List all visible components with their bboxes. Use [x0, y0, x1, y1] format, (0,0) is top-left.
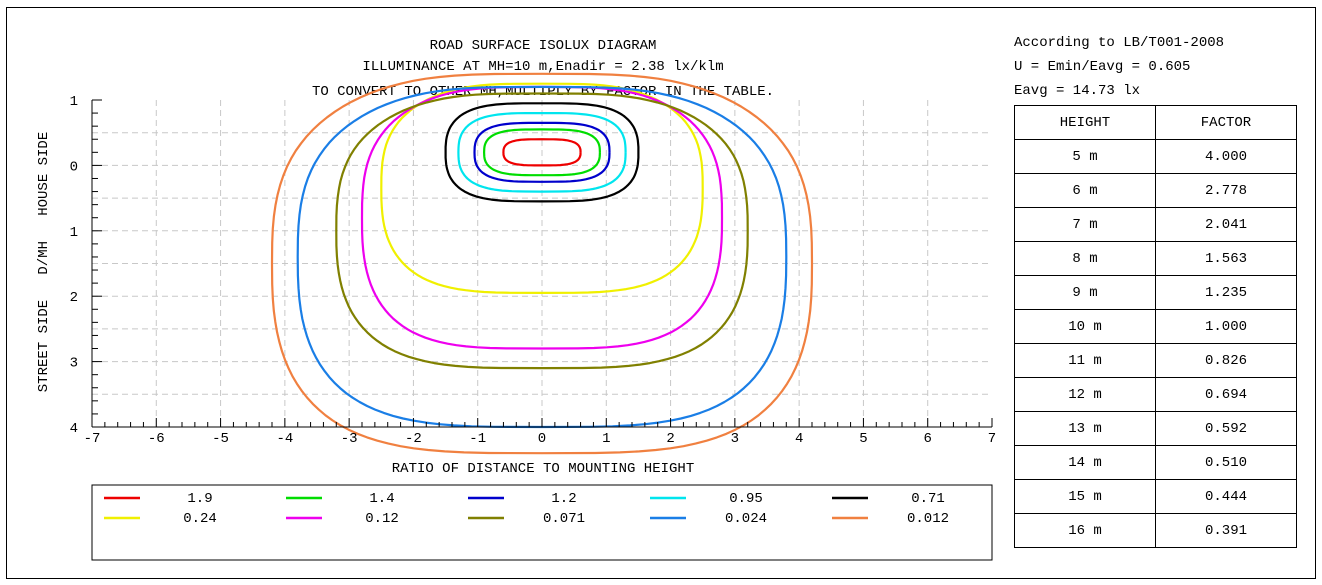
factor-table-body: 5 m 4.000 6 m 2.778 7 m 2.041 8 m 1.563 9 m 1.235… — [1014, 139, 1297, 548]
cell-factor: 2.041 — [1155, 207, 1297, 242]
contour-1.4 — [483, 128, 601, 177]
cell-factor: 0.694 — [1155, 377, 1297, 412]
x-tick-label: 5 — [859, 431, 867, 447]
table-row: 8 m 1.563 — [1014, 241, 1297, 276]
contour-0.024 — [296, 85, 788, 429]
eavg-line: Eavg = 14.73 lx — [1014, 83, 1141, 99]
cell-height: 10 m — [1014, 309, 1156, 344]
cell-height: 11 m — [1014, 343, 1156, 378]
table-row: 10 m 1.000 — [1014, 309, 1297, 344]
legend-label-0.95: 0.95 — [729, 491, 763, 507]
x-tick-label: -5 — [212, 431, 229, 447]
table-row: 12 m 0.694 — [1014, 377, 1297, 412]
table-row: 7 m 2.041 — [1014, 207, 1297, 242]
y-axis-label: STREET SIDE D/MH HOUSE SIDE — [36, 132, 52, 392]
cell-height: 6 m — [1014, 173, 1156, 208]
legend-label-0.012: 0.012 — [907, 511, 949, 527]
cell-height: 16 m — [1014, 513, 1156, 548]
table-row: 16 m 0.391 — [1014, 513, 1297, 548]
legend-label-0.71: 0.71 — [911, 491, 945, 507]
cell-factor: 0.510 — [1155, 445, 1297, 480]
cell-factor: 0.444 — [1155, 479, 1297, 514]
header-factor: FACTOR — [1155, 105, 1297, 140]
factor-table-header: HEIGHT FACTOR — [1014, 105, 1297, 140]
contour-0.95 — [457, 111, 627, 193]
cell-factor: 1.563 — [1155, 241, 1297, 276]
factor-table: HEIGHT FACTOR 5 m 4.000 6 m 2.778 7 m 2.041 8 … — [1014, 105, 1297, 548]
y-tick-label: 2 — [70, 290, 78, 306]
title-line-2: ILLUMINANCE AT MH=10 m,Enadir = 2.38 lx/… — [362, 59, 723, 75]
tick-labels: -7 -6 -5 -4 -3 -2 -1 0 1 2 3 4 5 6 7 1 0 1 2 3 4 — [70, 94, 997, 447]
contour-0.071 — [335, 92, 749, 370]
y-tick-label: 4 — [70, 421, 78, 437]
cell-factor: 0.826 — [1155, 343, 1297, 378]
legend-box — [91, 484, 993, 561]
cell-factor: 0.391 — [1155, 513, 1297, 548]
contour-1.2 — [473, 121, 611, 183]
x-axis-label: RATIO OF DISTANCE TO MOUNTING HEIGHT — [392, 461, 694, 477]
y-tick-label: 1 — [70, 94, 78, 110]
legend-label-1.4: 1.4 — [369, 491, 394, 507]
x-tick-label: -6 — [148, 431, 165, 447]
contour-0.012 — [270, 72, 814, 455]
axes — [91, 99, 993, 428]
cell-height: 15 m — [1014, 479, 1156, 514]
cell-factor: 0.592 — [1155, 411, 1297, 446]
table-row: 15 m 0.444 — [1014, 479, 1297, 514]
uniformity-line: U = Emin/Eavg = 0.605 — [1014, 59, 1191, 75]
legend-label-1.2: 1.2 — [551, 491, 576, 507]
x-tick-label: 6 — [924, 431, 932, 447]
x-tick-label: 0 — [538, 431, 546, 447]
y-tick-label: 0 — [70, 159, 78, 175]
x-tick-label: 7 — [988, 431, 996, 447]
cell-factor: 1.000 — [1155, 309, 1297, 344]
legend-label-1.9: 1.9 — [187, 491, 212, 507]
legend-label-0.12: 0.12 — [365, 511, 399, 527]
table-row: 11 m 0.826 — [1014, 343, 1297, 378]
x-tick-label: 4 — [795, 431, 803, 447]
table-row: 14 m 0.510 — [1014, 445, 1297, 480]
legend-label-0.071: 0.071 — [543, 511, 585, 527]
cell-height: 5 m — [1014, 139, 1156, 174]
cell-height: 13 m — [1014, 411, 1156, 446]
figure-frame — [6, 7, 1316, 579]
x-tick-label: 3 — [731, 431, 739, 447]
header-height: HEIGHT — [1014, 105, 1156, 140]
cell-height: 7 m — [1014, 207, 1156, 242]
x-tick-label: -2 — [405, 431, 422, 447]
contour-0.24 — [380, 82, 704, 294]
cell-factor: 4.000 — [1155, 139, 1297, 174]
contour-curves — [270, 72, 814, 455]
x-tick-label: -3 — [341, 431, 358, 447]
x-tick-label: -4 — [276, 431, 293, 447]
legend: 1.9 1.4 1.2 0.95 0.71 0.24 0.12 0.071 0.024 0.012 — [104, 491, 949, 527]
contour-0.71 — [444, 102, 640, 203]
cell-factor: 1.235 — [1155, 275, 1297, 310]
x-tick-label: -7 — [84, 431, 101, 447]
contour-1.9 — [502, 138, 582, 167]
cell-height: 12 m — [1014, 377, 1156, 412]
table-row: 6 m 2.778 — [1014, 173, 1297, 208]
standard-line: According to LB/T001-2008 — [1014, 35, 1225, 51]
x-tick-label: 1 — [602, 431, 610, 447]
legend-label-0.24: 0.24 — [183, 511, 217, 527]
legend-label-0.024: 0.024 — [725, 511, 767, 527]
y-tick-label: 3 — [70, 356, 78, 372]
cell-height: 8 m — [1014, 241, 1156, 276]
grid — [92, 100, 992, 427]
y-tick-label: 1 — [70, 225, 78, 241]
cell-height: 9 m — [1014, 275, 1156, 310]
x-tick-label: -1 — [469, 431, 486, 447]
title-line-1: ROAD SURFACE ISOLUX DIAGRAM — [430, 38, 657, 54]
contour-0.12 — [360, 85, 724, 350]
cell-factor: 2.778 — [1155, 173, 1297, 208]
x-tick-label: 2 — [666, 431, 674, 447]
table-row: 13 m 0.592 — [1014, 411, 1297, 446]
table-row: 9 m 1.235 — [1014, 275, 1297, 310]
cell-height: 14 m — [1014, 445, 1156, 480]
title-line-3: TO CONVERT TO OTHER MH,MULTIPLY BY FACTO… — [312, 84, 774, 100]
chart-title: ROAD SURFACE ISOLUX DIAGRAM ILLUMINANCE … — [312, 38, 774, 100]
table-row: 5 m 4.000 — [1014, 139, 1297, 174]
